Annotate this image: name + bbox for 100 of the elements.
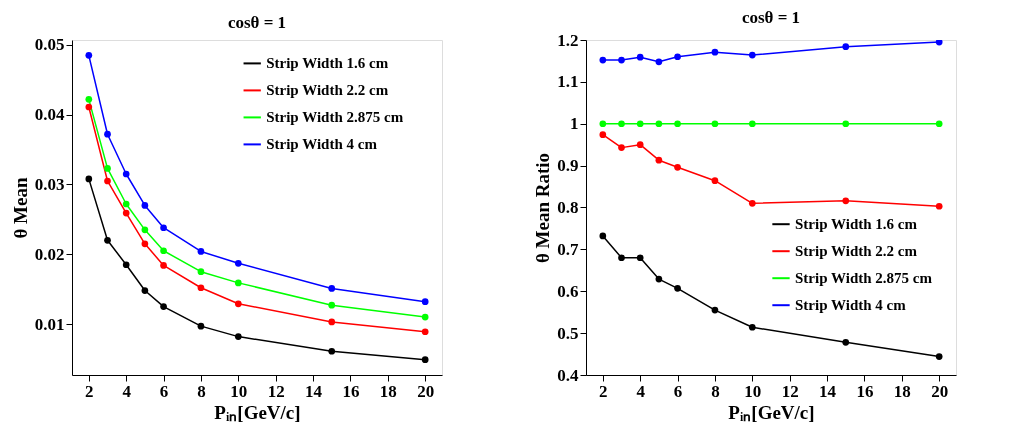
point (421, 356, 429, 363)
point (160, 262, 167, 269)
point (636, 53, 644, 61)
y-tick-label: 0.01 (34, 314, 65, 334)
point (748, 323, 756, 331)
point (328, 301, 336, 309)
point (197, 268, 205, 276)
x-axis-title: Pᵢₙ[GeV/c] (214, 401, 301, 423)
y-tick-label: 0.5 (557, 323, 579, 343)
point (935, 120, 943, 128)
point (104, 130, 111, 138)
y-tick-label: 1 (570, 114, 579, 134)
point (141, 240, 149, 248)
y-tick-label: 0.8 (557, 198, 579, 217)
point (160, 247, 167, 255)
y-tick-label: 0.05 (34, 35, 65, 55)
x-tick-label: 18 (379, 381, 397, 401)
point (711, 177, 719, 185)
point (842, 338, 850, 346)
chart-title: cosθ = 1 (227, 12, 287, 32)
point (599, 232, 607, 240)
legend-label: Strip Width 2.875 cm (795, 270, 933, 287)
legend-label: Strip Width 4 cm (795, 297, 907, 314)
point (328, 347, 336, 355)
y-tick-label: 1.1 (557, 72, 579, 92)
point (842, 120, 850, 128)
point (618, 56, 625, 64)
x-tick-label: 8 (197, 381, 206, 401)
point (104, 236, 111, 244)
x-tick-label: 2 (599, 381, 608, 401)
point (711, 306, 719, 314)
legend-label: Strip Width 1.6 cm (795, 216, 918, 233)
point (234, 333, 242, 340)
legend-label: Strip Width 2.2 cm (795, 243, 918, 260)
x-tick-label: 18 (893, 381, 911, 401)
chart-title: cosθ = 1 (741, 8, 801, 27)
point (234, 300, 242, 308)
point (599, 120, 607, 128)
y-tick-label: 0.9 (557, 156, 579, 176)
point (104, 177, 111, 185)
point (141, 226, 149, 234)
point (234, 279, 242, 287)
point (636, 120, 644, 128)
x-tick-label: 10 (230, 381, 248, 401)
point (328, 285, 336, 292)
point (421, 298, 429, 306)
x-tick-label: 16 (342, 381, 360, 401)
point (655, 58, 663, 66)
point (328, 318, 336, 326)
point (421, 328, 429, 336)
y-tick-label: 0.04 (34, 105, 65, 125)
point (655, 275, 663, 283)
point (655, 120, 663, 128)
point (618, 144, 625, 151)
point (197, 248, 205, 255)
x-tick-label: 2 (85, 381, 94, 401)
point (85, 95, 93, 103)
point (674, 284, 681, 292)
point (421, 313, 429, 321)
x-axis-title: Pᵢₙ[GeV/c] (728, 401, 815, 423)
point (655, 156, 663, 164)
legend-label: Strip Width 2.2 cm (266, 82, 389, 99)
x-tick-label: 4 (122, 381, 132, 401)
x-tick-label: 14 (305, 381, 323, 401)
point (935, 202, 943, 210)
y-axis-title: θ Mean Ratio (532, 152, 554, 264)
x-tick-label: 6 (673, 381, 683, 401)
x-tick-label: 16 (856, 381, 874, 401)
point (748, 51, 756, 59)
y-tick-label: 0.02 (34, 244, 65, 264)
x-tick-label: 10 (744, 381, 762, 401)
x-tick-label: 14 (819, 381, 837, 401)
y-tick-label: 1.2 (557, 30, 579, 50)
legend-label: Strip Width 2.875 cm (266, 109, 404, 126)
point (160, 224, 167, 232)
point (618, 254, 625, 262)
point (599, 56, 607, 64)
point (85, 52, 93, 59)
point (197, 284, 205, 292)
point (122, 200, 130, 208)
point (711, 120, 719, 128)
y-tick-label: 0.03 (34, 174, 65, 194)
point (160, 303, 167, 310)
point (141, 287, 149, 294)
point (711, 48, 719, 56)
point (85, 103, 93, 111)
point (197, 322, 205, 330)
x-tick-label: 12 (781, 381, 799, 401)
point (748, 199, 756, 207)
x-tick-label: 20 (931, 381, 949, 401)
x-tick-label: 4 (636, 381, 646, 401)
x-tick-label: 8 (711, 381, 720, 401)
legend-label: Strip Width 1.6 cm (266, 55, 389, 72)
legend-label: Strip Width 4 cm (266, 136, 378, 153)
point (122, 209, 130, 217)
point (104, 165, 111, 172)
point (599, 131, 607, 138)
x-tick-label: 20 (417, 381, 435, 401)
point (122, 170, 130, 178)
point (842, 197, 850, 205)
